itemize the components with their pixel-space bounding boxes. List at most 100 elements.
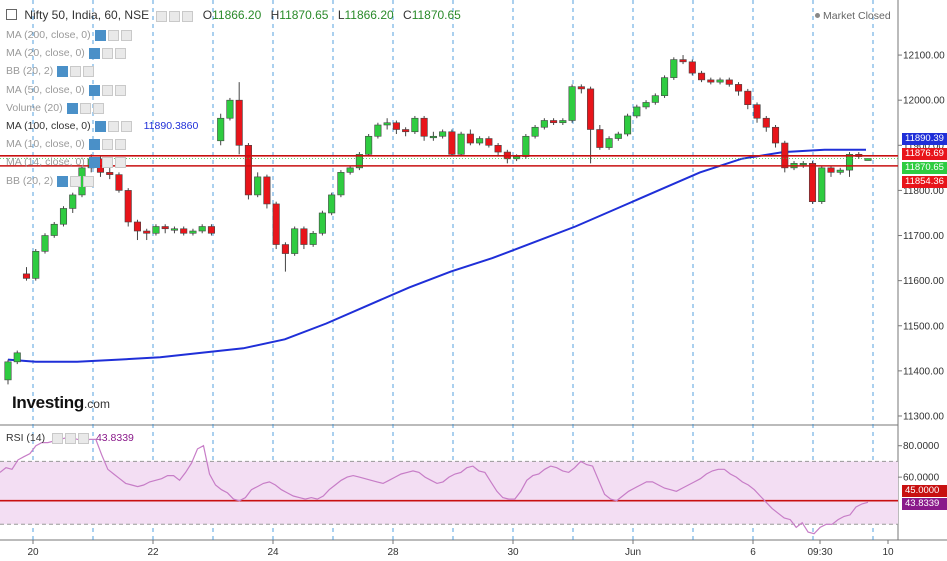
settings-icon[interactable] [107, 120, 119, 132]
candle-body [346, 167, 354, 173]
candle-body [106, 172, 114, 175]
price-tick-label: 11800.00 [903, 186, 944, 197]
price-tick-label: 12100.00 [903, 51, 945, 62]
ohlc-close: C11870.65 [403, 8, 461, 22]
indicator-row[interactable]: Volume (20) [6, 102, 106, 114]
candle-body [522, 135, 530, 157]
close-icon[interactable] [114, 157, 126, 169]
candlestick-series[interactable] [4, 55, 872, 385]
collapse-icon[interactable] [6, 9, 17, 20]
price-tick-label: 11500.00 [903, 321, 944, 332]
settings-icon[interactable] [79, 102, 91, 114]
eye-icon[interactable] [57, 66, 69, 78]
price-grid [0, 0, 947, 541]
eye-icon[interactable] [88, 139, 100, 151]
settings-icon[interactable] [101, 48, 113, 60]
indicator-buttons [94, 120, 134, 132]
candle-body [559, 120, 567, 124]
candle-body [69, 194, 77, 209]
eye-icon[interactable] [88, 48, 100, 60]
indicator-row[interactable]: BB (20, 2) [6, 65, 96, 77]
candle-body [41, 235, 49, 252]
indicator-label: Volume (20) [6, 101, 63, 114]
indicator-value: 11890.3860 [143, 120, 199, 132]
candle-body [133, 221, 141, 232]
candle-body [596, 129, 604, 148]
price-tick-label: 11600.00 [903, 276, 944, 287]
candle-body [439, 131, 447, 137]
candle-body [198, 226, 206, 232]
eye-icon[interactable] [88, 157, 100, 169]
time-tick-label: 10 [882, 547, 894, 558]
indicator-row[interactable]: MA (50, close, 0) [6, 84, 128, 96]
indicator-buttons [88, 157, 128, 169]
candle-body [300, 228, 308, 245]
eye-icon[interactable] [156, 11, 168, 23]
settings-icon[interactable] [70, 66, 82, 78]
candle-body [291, 228, 299, 254]
time-tick-label: 30 [507, 547, 519, 558]
indicator-buttons [88, 138, 128, 151]
settings-icon[interactable] [107, 29, 119, 41]
eye-icon[interactable] [52, 432, 64, 444]
close-icon[interactable] [83, 175, 95, 187]
candle-body [633, 106, 641, 117]
indicator-row[interactable]: MA (200, close, 0) [6, 29, 134, 41]
settings-icon[interactable] [101, 157, 113, 169]
eye-icon[interactable] [66, 102, 78, 114]
close-icon[interactable] [83, 66, 95, 78]
close-icon[interactable] [120, 29, 132, 41]
eye-icon[interactable] [88, 84, 100, 96]
eye-icon[interactable] [94, 120, 106, 132]
indicator-row[interactable]: MA (100, close, 0) 11890.3860 [6, 120, 198, 132]
close-icon[interactable] [120, 120, 132, 132]
indicator-row[interactable]: MA (10, close, 0) [6, 138, 128, 150]
price-tag: 11890.39 [902, 133, 947, 145]
candle-body [485, 138, 493, 146]
rsi-label: RSI (14) [6, 432, 46, 444]
indicator-row[interactable]: MA (14, close, 0) [6, 156, 128, 168]
settings-icon[interactable] [169, 11, 181, 23]
candle-body [670, 59, 678, 78]
candle-body [698, 72, 706, 81]
close-icon[interactable] [78, 432, 90, 444]
close-icon[interactable] [114, 48, 126, 60]
indicator-buttons [94, 29, 134, 41]
candle-body [392, 122, 400, 130]
indicator-label: MA (200, close, 0) [6, 29, 91, 41]
candle-body [318, 212, 326, 234]
close-icon[interactable] [92, 102, 104, 114]
indicator-row[interactable]: BB (20, 2) [6, 175, 96, 187]
candle-body [152, 226, 160, 234]
candle-body [50, 223, 58, 236]
time-axis: 20 22 24 28 30 Jun 6 09:30 10 [27, 540, 894, 558]
candle-body [374, 124, 382, 137]
candle-body [540, 120, 548, 128]
candle-body [808, 163, 817, 202]
candle-body [22, 273, 31, 279]
rsi-buttons [52, 432, 91, 444]
eye-icon[interactable] [94, 29, 106, 41]
header-buttons [156, 9, 195, 23]
settings-icon[interactable] [101, 84, 113, 96]
settings-icon[interactable] [65, 432, 77, 444]
candle-body [587, 88, 595, 130]
candle-body [337, 172, 345, 196]
ohlc-open: O11866.20 [202, 8, 262, 22]
time-tick-label: 28 [387, 547, 399, 558]
eye-icon[interactable] [57, 175, 69, 187]
price-hlines[interactable] [0, 155, 898, 167]
indicator-label: BB (20, 2) [6, 174, 54, 187]
close-icon[interactable] [182, 11, 194, 23]
candle-body [429, 135, 437, 139]
candle-body [328, 194, 336, 214]
candle-body [355, 154, 363, 169]
indicator-row[interactable]: MA (20, close, 0) [6, 47, 128, 59]
close-icon[interactable] [114, 84, 126, 96]
settings-icon[interactable] [70, 175, 82, 187]
time-tick-label: 20 [27, 547, 39, 558]
settings-icon[interactable] [101, 139, 113, 151]
indicator-buttons [88, 47, 128, 60]
close-icon[interactable] [114, 139, 126, 151]
